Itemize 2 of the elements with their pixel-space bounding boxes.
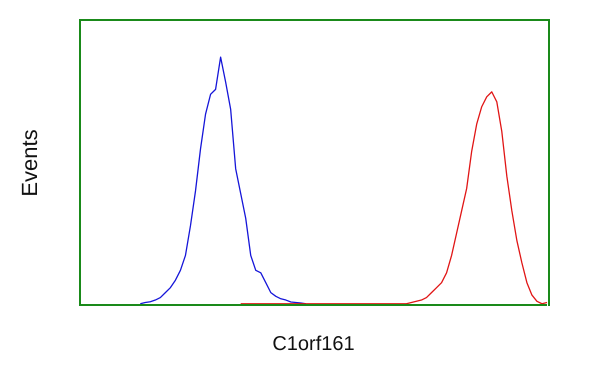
x-axis-title: C1orf161 xyxy=(272,333,355,355)
y-axis-title: Events xyxy=(17,129,43,197)
